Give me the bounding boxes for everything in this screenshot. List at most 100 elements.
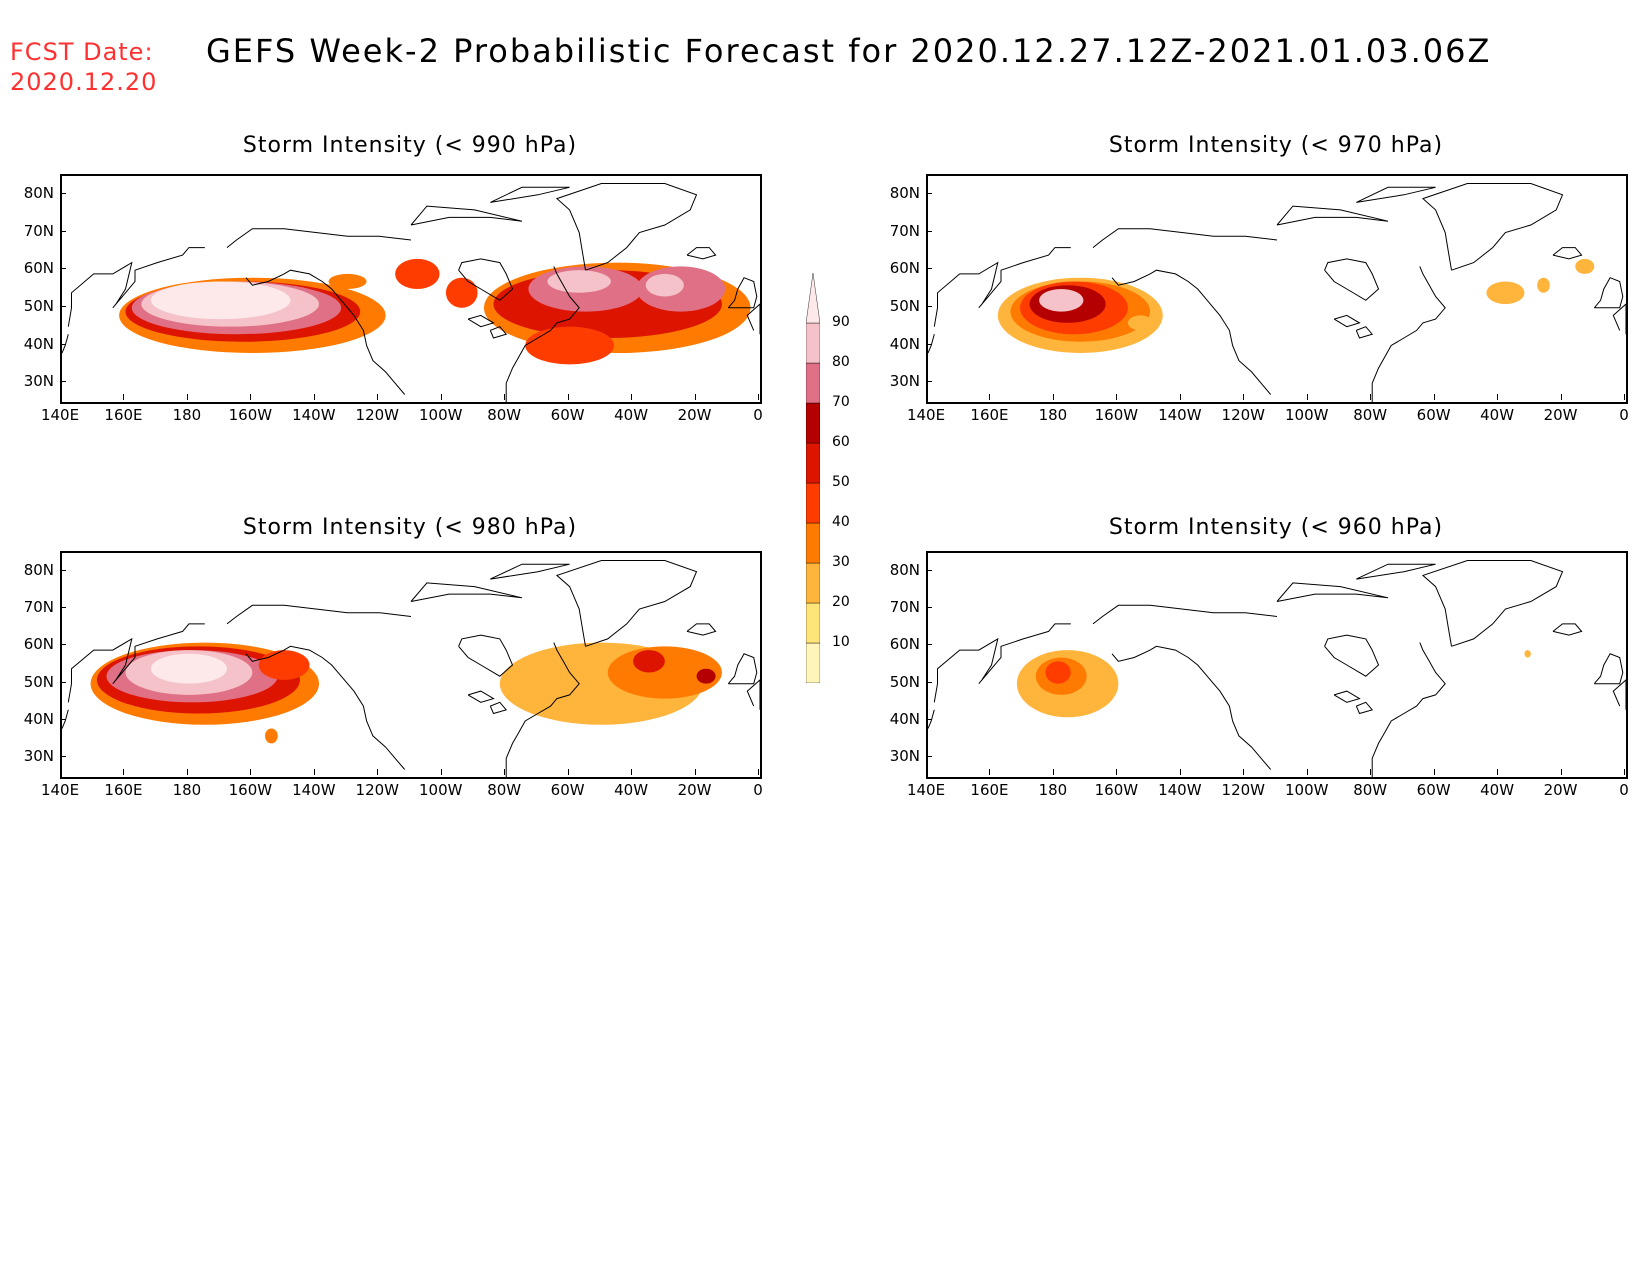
lon-tick-label: 160E — [104, 406, 143, 424]
lon-tick-label: 80W — [1353, 781, 1388, 799]
lon-tick — [926, 769, 927, 775]
lat-tick — [926, 681, 932, 683]
map-plot — [928, 560, 1626, 777]
lon-tick-label: 160E — [970, 781, 1009, 799]
map-panel-970 — [926, 174, 1628, 404]
lat-tick — [926, 719, 932, 720]
lon-tick-label: 60W — [550, 781, 585, 799]
lat-tick-label: 70N — [889, 598, 920, 616]
lon-tick — [313, 394, 315, 400]
coastline — [458, 258, 514, 301]
coastline — [933, 623, 1071, 703]
coastline — [489, 326, 508, 339]
colorbar-label: 30 — [832, 554, 850, 570]
lat-tick — [926, 192, 932, 194]
lat-tick — [60, 192, 66, 194]
lon-tick — [1433, 394, 1435, 400]
lat-tick-label: 60N — [23, 259, 54, 278]
lon-tick-label: 20W — [677, 781, 712, 799]
lon-tick-label: 140W — [292, 406, 336, 424]
lon-tick — [1560, 394, 1562, 400]
lon-tick — [377, 769, 379, 775]
coastline — [1276, 205, 1389, 226]
coastline — [555, 560, 698, 647]
probability-contour — [1045, 661, 1071, 684]
lon-tick-label: 180 — [172, 781, 202, 799]
lon-tick-label: 120W — [355, 781, 399, 799]
lat-tick-label: 60N — [889, 635, 920, 654]
coastline — [1324, 258, 1380, 301]
colorbar-segment — [806, 562, 820, 604]
lat-tick-label: 50N — [23, 296, 54, 315]
probability-contour — [150, 653, 227, 684]
coastline — [245, 645, 406, 770]
lat-tick — [60, 607, 66, 608]
coastline — [490, 186, 570, 203]
lon-tick — [60, 769, 61, 775]
lon-tick — [567, 769, 569, 775]
lat-tick — [926, 343, 932, 345]
lon-tick — [567, 394, 569, 400]
coastline — [1371, 642, 1446, 777]
probability-contour — [258, 650, 310, 680]
lon-tick-label: 20W — [1543, 781, 1578, 799]
coastline — [1356, 186, 1436, 203]
coastline — [1276, 582, 1389, 602]
lon-tick — [1052, 394, 1054, 400]
lat-tick-label: 50N — [889, 296, 920, 315]
map-panel-960 — [926, 551, 1628, 779]
coastline — [1092, 228, 1278, 248]
coastline — [727, 653, 758, 685]
lon-tick — [1116, 394, 1118, 400]
lon-tick — [1370, 769, 1372, 775]
coastline — [458, 634, 514, 677]
lon-tick — [926, 394, 927, 400]
lat-tick — [60, 681, 66, 683]
lon-tick — [250, 769, 252, 775]
lat-tick-label: 50N — [23, 672, 54, 691]
lon-tick-label: 40W — [1480, 781, 1515, 799]
coastline — [1324, 634, 1380, 677]
colorbar-segment — [806, 402, 820, 444]
probability-contour — [1039, 289, 1084, 312]
lat-tick-label: 60N — [889, 259, 920, 278]
probability-contour — [696, 668, 716, 684]
lon-tick-label: 0 — [753, 781, 763, 799]
coastline — [226, 228, 412, 248]
lat-tick-label: 40N — [23, 334, 54, 353]
lat-tick-label: 70N — [23, 221, 54, 240]
lon-tick-label: 40W — [1480, 406, 1515, 424]
probability-contour — [1127, 315, 1154, 331]
lon-tick-label: 140E — [40, 781, 80, 799]
probability-contour — [395, 258, 440, 289]
panel-title-970: Storm Intensity (< 970 hPa) — [1108, 133, 1444, 158]
lon-tick — [313, 769, 315, 775]
lon-tick-label: 100W — [418, 406, 463, 424]
colorbar-label: 80 — [832, 354, 850, 370]
coastline — [933, 247, 1071, 327]
lon-tick — [1370, 394, 1372, 400]
lon-tick — [1497, 394, 1499, 400]
coastline — [505, 642, 580, 777]
lon-tick-label: 140E — [40, 406, 80, 424]
lat-tick-label: 50N — [889, 672, 920, 691]
lon-tick-label: 80W — [487, 406, 522, 424]
lat-tick — [60, 343, 66, 345]
lat-tick — [926, 756, 932, 758]
page-title: GEFS Week-2 Probabilistic Forecast for 2… — [206, 32, 1492, 70]
lon-tick — [1052, 769, 1054, 775]
lon-tick — [1243, 394, 1245, 400]
panel-title-980: Storm Intensity (< 980 hPa) — [242, 515, 578, 540]
map-plot — [928, 183, 1626, 402]
colorbar-label: 70 — [832, 394, 850, 410]
probability-contour — [150, 281, 291, 320]
lon-tick-label: 140E — [906, 781, 946, 799]
coastline — [727, 277, 758, 309]
lon-tick — [377, 394, 379, 400]
coastline — [1593, 653, 1624, 685]
lon-tick — [631, 769, 633, 775]
lon-tick — [1433, 769, 1435, 775]
lat-tick — [60, 305, 66, 307]
lat-tick — [60, 719, 66, 720]
lat-tick — [926, 381, 932, 383]
